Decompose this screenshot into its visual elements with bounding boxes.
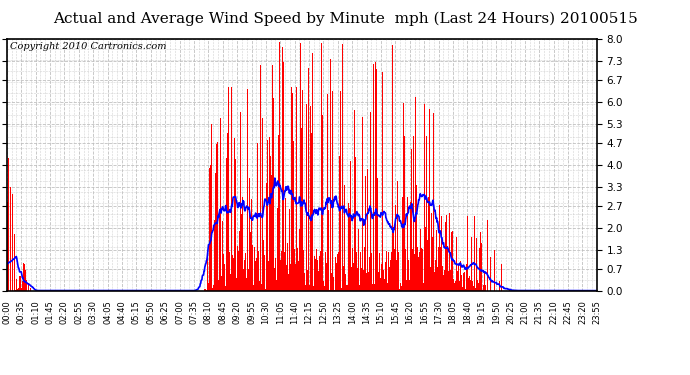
Text: Actual and Average Wind Speed by Minute  mph (Last 24 Hours) 20100515: Actual and Average Wind Speed by Minute …: [52, 11, 638, 26]
Text: Copyright 2010 Cartronics.com: Copyright 2010 Cartronics.com: [10, 42, 166, 51]
